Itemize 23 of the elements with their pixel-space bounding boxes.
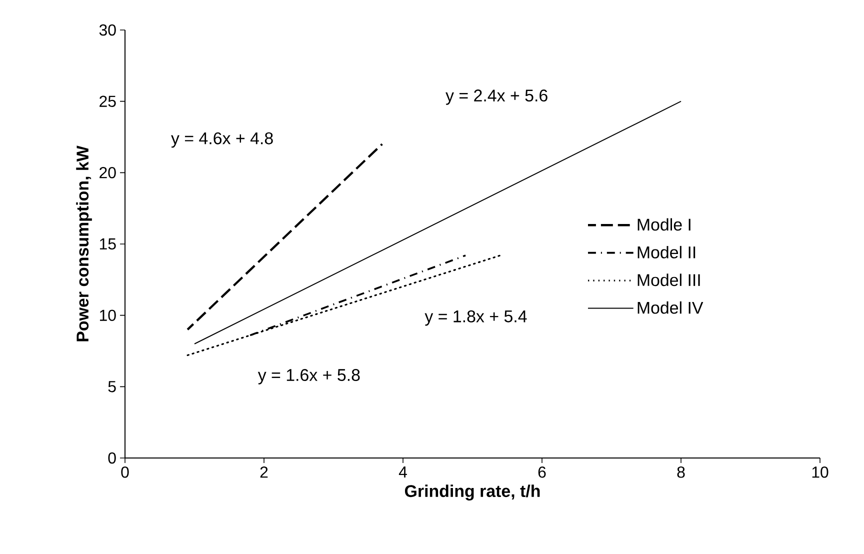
x-tick-label: 2 xyxy=(260,466,268,478)
annotation: y = 2.4x + 5.6 xyxy=(446,90,548,105)
annotation: y = 4.6x + 4.8 xyxy=(171,132,273,148)
legend-label: Model III xyxy=(638,274,700,286)
annotation: y = 1.6x + 5.8 xyxy=(258,369,360,384)
x-tick-label: 10 xyxy=(812,466,828,478)
y-tick-label: 20 xyxy=(100,167,116,178)
x-tick-label: 6 xyxy=(538,466,546,478)
y-axis-title: Power consumption, kW xyxy=(76,146,92,342)
y-tick-label: 30 xyxy=(99,24,116,36)
x-tick-label: 0 xyxy=(121,466,129,478)
y-tick-label: 15 xyxy=(100,238,116,250)
x-tick-label: 8 xyxy=(677,466,685,478)
y-tick-label: 25 xyxy=(100,96,116,107)
annotation: y = 1.8x + 5.4 xyxy=(424,310,527,326)
y-tick-label: 10 xyxy=(100,310,116,321)
x-tick-label: 4 xyxy=(398,466,407,478)
legend-label: Model IV xyxy=(638,301,704,314)
legend-label: Model II xyxy=(638,246,696,258)
y-tick-label: 0 xyxy=(108,452,116,464)
y-tick-label: 5 xyxy=(108,381,116,392)
x-axis-title: Grinding rate, t/h xyxy=(404,484,540,500)
legend-label: Modle I xyxy=(638,218,690,231)
